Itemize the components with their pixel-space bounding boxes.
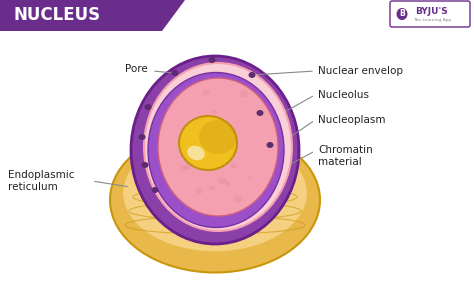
Text: Nucleoplasm: Nucleoplasm	[318, 115, 385, 125]
Ellipse shape	[184, 164, 191, 170]
Ellipse shape	[211, 110, 216, 114]
Ellipse shape	[209, 57, 216, 63]
Ellipse shape	[234, 196, 242, 203]
Ellipse shape	[266, 142, 273, 148]
Ellipse shape	[202, 90, 210, 96]
Text: B: B	[399, 10, 405, 18]
Ellipse shape	[208, 166, 215, 171]
Text: Endoplasmic
reticulum: Endoplasmic reticulum	[8, 170, 74, 192]
Ellipse shape	[187, 146, 205, 160]
Ellipse shape	[152, 187, 158, 193]
Ellipse shape	[230, 164, 237, 169]
Ellipse shape	[209, 185, 216, 190]
Ellipse shape	[248, 72, 255, 78]
Ellipse shape	[142, 162, 148, 168]
Ellipse shape	[256, 110, 264, 116]
Ellipse shape	[396, 8, 408, 20]
Ellipse shape	[218, 177, 227, 184]
Ellipse shape	[145, 104, 152, 110]
Ellipse shape	[144, 63, 292, 231]
Ellipse shape	[240, 91, 249, 97]
Ellipse shape	[122, 134, 308, 252]
Ellipse shape	[172, 70, 179, 76]
Text: Nuclear envelop: Nuclear envelop	[318, 66, 403, 76]
Text: The Learning App: The Learning App	[413, 18, 451, 22]
Text: Nucleolus: Nucleolus	[318, 90, 369, 100]
FancyBboxPatch shape	[390, 1, 470, 27]
Polygon shape	[0, 0, 185, 31]
Ellipse shape	[217, 132, 221, 136]
Ellipse shape	[181, 166, 186, 171]
Text: BYJU'S: BYJU'S	[416, 7, 448, 16]
Text: Chromatin
material: Chromatin material	[318, 145, 373, 167]
Ellipse shape	[158, 78, 278, 216]
Text: Pore: Pore	[125, 64, 148, 74]
Ellipse shape	[226, 181, 230, 184]
Ellipse shape	[179, 116, 237, 170]
Text: NUCLEUS: NUCLEUS	[14, 6, 101, 24]
Ellipse shape	[247, 176, 252, 179]
Ellipse shape	[110, 128, 320, 273]
Ellipse shape	[131, 56, 299, 244]
Ellipse shape	[199, 120, 237, 154]
Ellipse shape	[148, 72, 284, 228]
Ellipse shape	[196, 188, 203, 194]
Ellipse shape	[138, 134, 146, 140]
Ellipse shape	[225, 182, 230, 186]
